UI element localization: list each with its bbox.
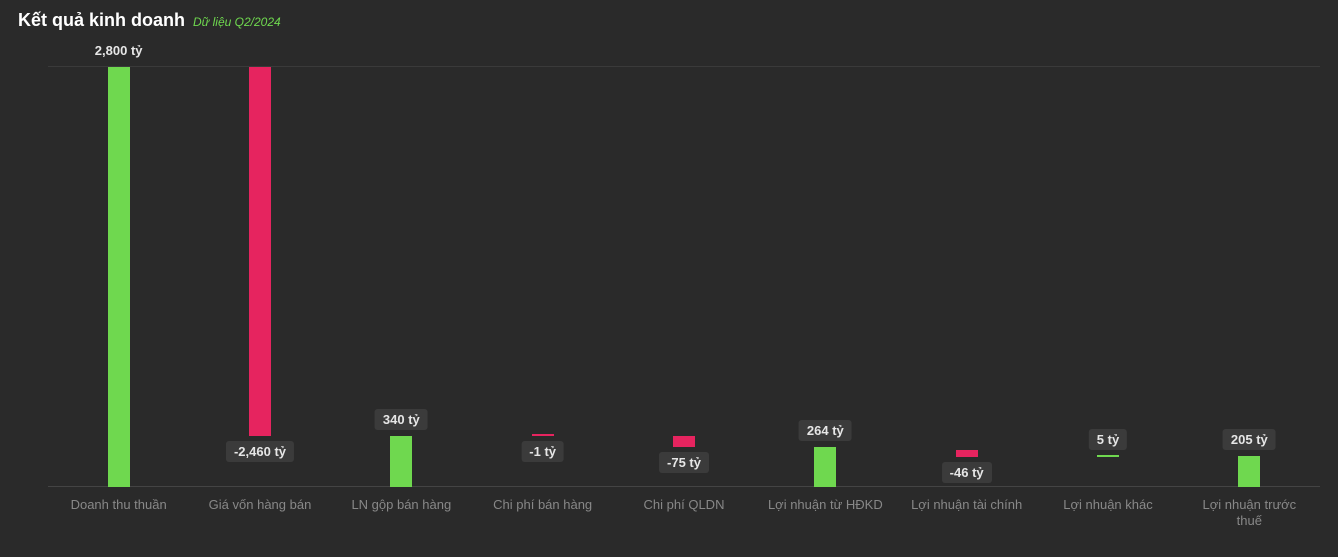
chart-title: Kết quả kinh doanh <box>18 10 185 31</box>
waterfall-bar[interactable] <box>390 436 412 487</box>
waterfall-bar[interactable] <box>532 434 554 436</box>
category-label: Chi phí QLDN <box>624 497 744 513</box>
category-label: Lợi nhuận tài chính <box>907 497 1027 513</box>
baseline <box>48 486 1320 487</box>
waterfall-bar[interactable] <box>956 450 978 457</box>
chart-area: 2,800 tỷ -2,460 tỷ 340 tỷ -1 tỷ -75 tỷ 264 tỷ… <box>18 37 1320 537</box>
category-label: LN gộp bán hàng <box>341 497 461 513</box>
bar-value-label: -46 tỷ <box>942 462 992 483</box>
category-label: Lợi nhuận trước thuế <box>1189 497 1309 530</box>
bar-value-label: -75 tỷ <box>659 452 709 473</box>
bar-value-label: 205 tỷ <box>1223 429 1276 450</box>
bar-value-label: 5 tỷ <box>1089 429 1127 450</box>
chart-container: Kết quả kinh doanh Dữ liệu Q2/2024 2,800… <box>0 0 1338 557</box>
top-gridline <box>48 66 1320 67</box>
bar-value-label: -2,460 tỷ <box>226 441 294 462</box>
bar-value-label: -1 tỷ <box>521 441 564 462</box>
chart-subtitle: Dữ liệu Q2/2024 <box>193 15 281 29</box>
category-label: Giá vốn hàng bán <box>200 497 320 513</box>
chart-header: Kết quả kinh doanh Dữ liệu Q2/2024 <box>18 10 1320 31</box>
category-label: Chi phí bán hàng <box>483 497 603 513</box>
plot-area: 2,800 tỷ-2,460 tỷ340 tỷ-1 tỷ-75 tỷ264 tỷ… <box>48 67 1320 487</box>
category-label: Lợi nhuận khác <box>1048 497 1168 513</box>
category-label: Lợi nhuận từ HĐKD <box>765 497 885 513</box>
waterfall-bar[interactable] <box>673 436 695 447</box>
waterfall-bar[interactable] <box>108 67 130 487</box>
waterfall-bar[interactable] <box>1238 456 1260 487</box>
bar-value-label: 340 tỷ <box>375 409 428 430</box>
waterfall-bar[interactable] <box>1097 455 1119 457</box>
waterfall-bar[interactable] <box>814 447 836 487</box>
bar-value-label: 2,800 tỷ <box>87 40 151 61</box>
bar-value-label: 264 tỷ <box>799 420 852 441</box>
category-label: Doanh thu thuần <box>59 497 179 513</box>
waterfall-bar[interactable] <box>249 67 271 436</box>
